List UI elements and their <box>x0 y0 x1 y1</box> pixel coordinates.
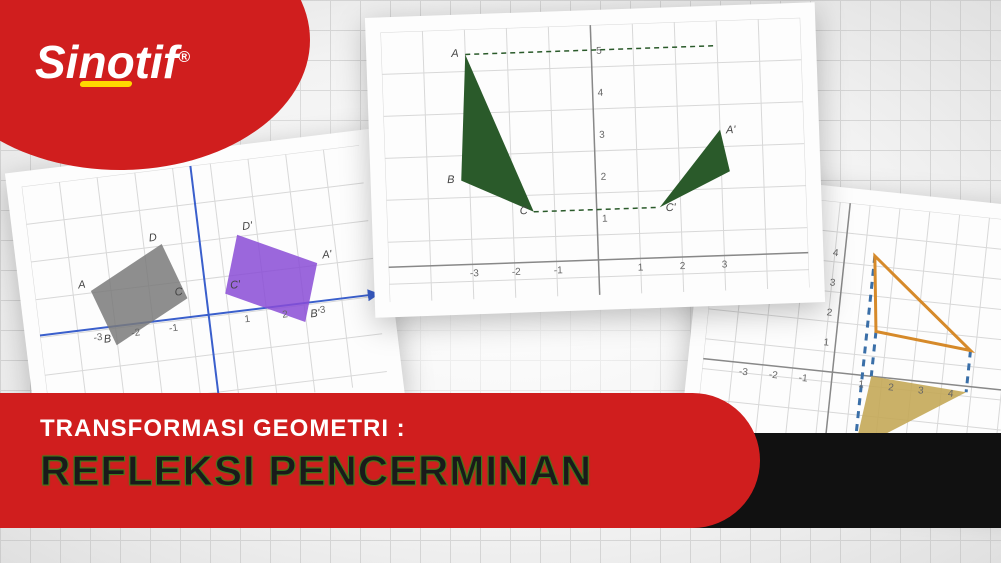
svg-text:D: D <box>148 232 157 245</box>
svg-text:1: 1 <box>602 214 608 225</box>
subtitle: TRANSFORMASI GEOMETRI : <box>40 415 720 443</box>
svg-text:3: 3 <box>829 277 836 289</box>
svg-text:C: C <box>174 286 183 299</box>
svg-text:1: 1 <box>858 379 865 391</box>
svg-text:C: C <box>520 205 528 217</box>
svg-text:1: 1 <box>638 262 644 273</box>
svg-text:B: B <box>447 174 455 186</box>
svg-text:3: 3 <box>722 259 728 270</box>
svg-text:C': C' <box>666 202 677 214</box>
svg-text:A': A' <box>321 248 334 261</box>
svg-text:-1: -1 <box>798 373 808 385</box>
svg-text:D': D' <box>241 220 253 233</box>
svg-text:-3: -3 <box>470 268 480 279</box>
svg-text:-3: -3 <box>93 332 104 344</box>
svg-text:-3: -3 <box>738 366 748 378</box>
svg-text:-1: -1 <box>554 265 564 276</box>
svg-text:4: 4 <box>832 248 839 260</box>
svg-text:3: 3 <box>599 130 605 141</box>
svg-text:2: 2 <box>600 172 606 183</box>
svg-text:2: 2 <box>680 261 686 272</box>
brand-logo: Sinotif® <box>35 35 190 89</box>
title-banner: TRANSFORMASI GEOMETRI : REFLEKSI PENCERM… <box>0 393 760 528</box>
diagram-center: A B C A' C' -3 -2 -1 1 2 3 1 2 3 4 5 <box>365 2 825 318</box>
svg-text:3: 3 <box>319 304 326 316</box>
svg-text:-1: -1 <box>168 323 179 335</box>
main-title: REFLEKSI PENCERMINAN <box>40 447 720 495</box>
svg-text:B: B <box>103 333 112 346</box>
svg-text:1: 1 <box>244 314 251 326</box>
svg-text:5: 5 <box>596 46 602 57</box>
svg-text:-2: -2 <box>768 370 778 382</box>
svg-text:1: 1 <box>823 337 830 349</box>
svg-text:2: 2 <box>826 307 833 319</box>
svg-text:A': A' <box>725 124 737 136</box>
svg-text:-2: -2 <box>512 267 522 278</box>
svg-text:-2: -2 <box>131 327 142 339</box>
svg-text:A: A <box>76 279 86 292</box>
svg-text:A: A <box>450 48 459 60</box>
svg-text:4: 4 <box>597 88 603 99</box>
